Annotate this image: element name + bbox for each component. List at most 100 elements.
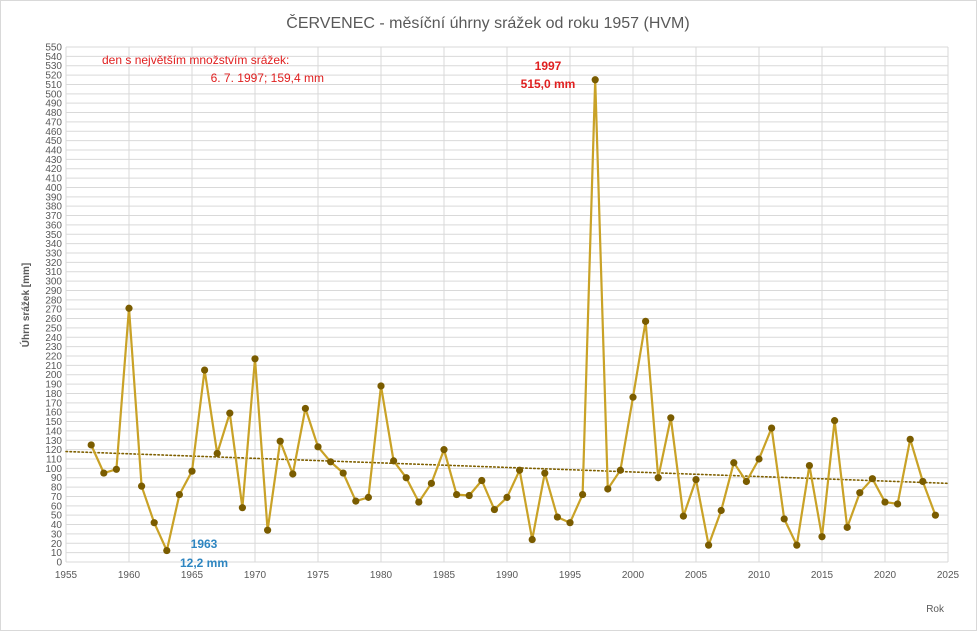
data-point (604, 485, 612, 493)
data-point (881, 498, 889, 506)
max-value-label: 515,0 mm (521, 77, 576, 91)
y-tick-label: 70 (51, 492, 63, 503)
x-tick-label: 2005 (685, 570, 708, 581)
data-point (894, 500, 902, 508)
data-point (730, 459, 738, 467)
y-tick-label: 540 (45, 52, 62, 63)
series-layer (87, 76, 940, 555)
data-point (125, 304, 133, 312)
data-point (301, 404, 309, 413)
x-tick-label: 2020 (874, 570, 897, 581)
data-point (339, 469, 347, 477)
data-point (780, 515, 788, 523)
y-tick-label: 360 (45, 220, 62, 231)
y-tick-label: 40 (51, 520, 63, 531)
x-tick-label: 1980 (370, 570, 393, 581)
data-point (528, 535, 536, 544)
data-point (919, 477, 927, 486)
x-tick-label: 1965 (181, 570, 204, 581)
data-point (478, 476, 486, 485)
y-tick-label: 430 (45, 155, 62, 166)
y-tick-label: 400 (45, 183, 62, 194)
y-tick-label: 520 (45, 71, 62, 82)
x-tick-label: 2010 (748, 570, 771, 581)
data-point (440, 446, 448, 454)
data-point (931, 511, 940, 519)
data-point (856, 489, 864, 497)
data-point (616, 466, 625, 474)
y-tick-label: 250 (45, 323, 62, 334)
x-tick-label: 1985 (433, 570, 456, 581)
y-tick-label: 80 (51, 483, 63, 494)
x-axis-ticks: 1955 1960 1965 1970 1975 1980 1985 1990 1995 2000… (55, 570, 960, 581)
y-tick-label: 510 (45, 80, 62, 91)
y-tick-label: 390 (45, 192, 62, 203)
y-tick-label: 480 (45, 108, 62, 119)
data-point (175, 490, 183, 499)
x-tick-label: 1990 (496, 570, 519, 581)
x-axis-label: Rok (926, 604, 945, 615)
data-point (503, 493, 511, 501)
data-point (213, 449, 221, 457)
x-tick-label: 2015 (811, 570, 834, 581)
y-tick-label: 380 (45, 202, 62, 213)
y-tick-label: 220 (45, 352, 62, 363)
y-tick-label: 100 (45, 464, 62, 475)
data-point (138, 482, 146, 490)
data-point (390, 457, 398, 465)
x-tick-label: 2025 (937, 570, 960, 581)
data-point (906, 435, 914, 443)
y-tick-label: 290 (45, 286, 62, 297)
y-tick-label: 60 (51, 501, 63, 512)
y-tick-label: 200 (45, 370, 62, 381)
y-tick-label: 30 (51, 529, 63, 540)
data-point (654, 474, 662, 482)
x-tick-label: 1975 (307, 570, 330, 581)
trendline-layer (65, 450, 949, 485)
data-point (642, 317, 650, 325)
x-tick-label: 1970 (244, 570, 267, 581)
y-tick-label: 130 (45, 436, 62, 447)
data-point (251, 355, 259, 363)
series-line (90, 78, 937, 552)
data-point (579, 490, 587, 499)
data-point (679, 512, 688, 520)
trendline (65, 450, 949, 485)
y-tick-label: 470 (45, 117, 62, 128)
data-point (377, 382, 385, 390)
data-point (289, 470, 297, 478)
min-year-label: 1963 (191, 537, 218, 551)
y-tick-label: 320 (45, 258, 62, 269)
min-value-label: 12,2 mm (180, 556, 228, 570)
data-point (427, 479, 435, 487)
data-point (868, 475, 877, 483)
y-tick-label: 410 (45, 174, 62, 185)
data-point (843, 523, 851, 531)
y-tick-label: 20 (51, 539, 63, 550)
data-point (163, 546, 171, 555)
data-point (238, 504, 246, 512)
data-point (87, 441, 95, 449)
data-point (831, 417, 839, 425)
x-tick-label: 1995 (559, 570, 582, 581)
y-tick-label: 210 (45, 361, 62, 372)
data-point (314, 443, 322, 451)
y-axis-label: Úhrn srážek [mm] (19, 263, 32, 347)
y-tick-label: 340 (45, 239, 62, 250)
data-point (541, 469, 549, 477)
y-tick-label: 50 (51, 511, 63, 522)
y-tick-label: 280 (45, 295, 62, 306)
y-tick-label: 150 (45, 417, 62, 428)
data-point (692, 476, 700, 484)
y-tick-label: 310 (45, 267, 62, 278)
y-tick-label: 140 (45, 426, 62, 437)
max-day-annotation-line2: 6. 7. 1997; 159,4 mm (211, 71, 324, 85)
y-tick-label: 370 (45, 211, 62, 222)
y-tick-label: 160 (45, 408, 62, 419)
y-tick-label: 490 (45, 99, 62, 110)
y-tick-label: 550 (45, 43, 62, 54)
data-point (352, 497, 360, 505)
data-point (805, 461, 814, 470)
data-point (717, 506, 725, 515)
